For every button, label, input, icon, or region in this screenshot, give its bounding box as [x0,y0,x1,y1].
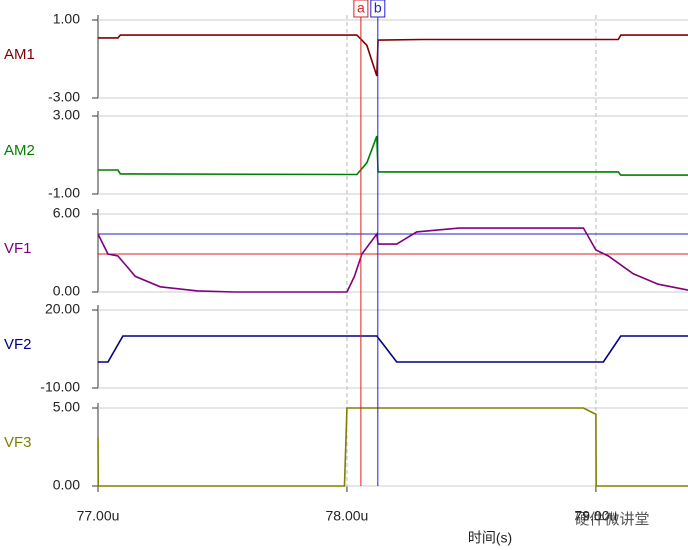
legend-label: AM2 [4,142,35,159]
series-line [98,34,688,77]
y-tick-label: -3.00 [48,89,80,105]
y-tick-label: 3.00 [53,107,80,123]
y-tick-label: 1.00 [53,11,80,27]
cursor-label: a [357,0,365,16]
series-line [98,135,688,176]
legend-label: VF1 [4,240,32,257]
x-tick-label: 78.00u [326,508,369,524]
y-tick-label: 6.00 [53,205,80,221]
cursor-label: b [374,0,382,16]
y-tick-label: 0.00 [53,477,80,493]
cursor-flag [353,0,369,18]
x-axis-label: 时间(s) [468,530,512,546]
x-tick-label: 79.00u [574,508,617,524]
series-line [98,335,688,363]
series-line [97,407,688,487]
series-line [97,227,688,293]
cursor-flag [370,0,386,18]
legend-label: VF3 [4,434,32,451]
y-tick-label: -10.00 [40,379,80,395]
y-tick-label: 5.00 [53,399,80,415]
legend-label: AM1 [4,46,35,63]
y-tick-label: 20.00 [45,301,80,317]
x-tick-label: 77.00u [77,508,120,524]
legend-label: VF2 [4,336,32,353]
y-tick-label: -1.00 [48,185,80,201]
y-tick-label: 0.00 [53,283,80,299]
watermark: 硬件微讲堂 [574,511,649,528]
